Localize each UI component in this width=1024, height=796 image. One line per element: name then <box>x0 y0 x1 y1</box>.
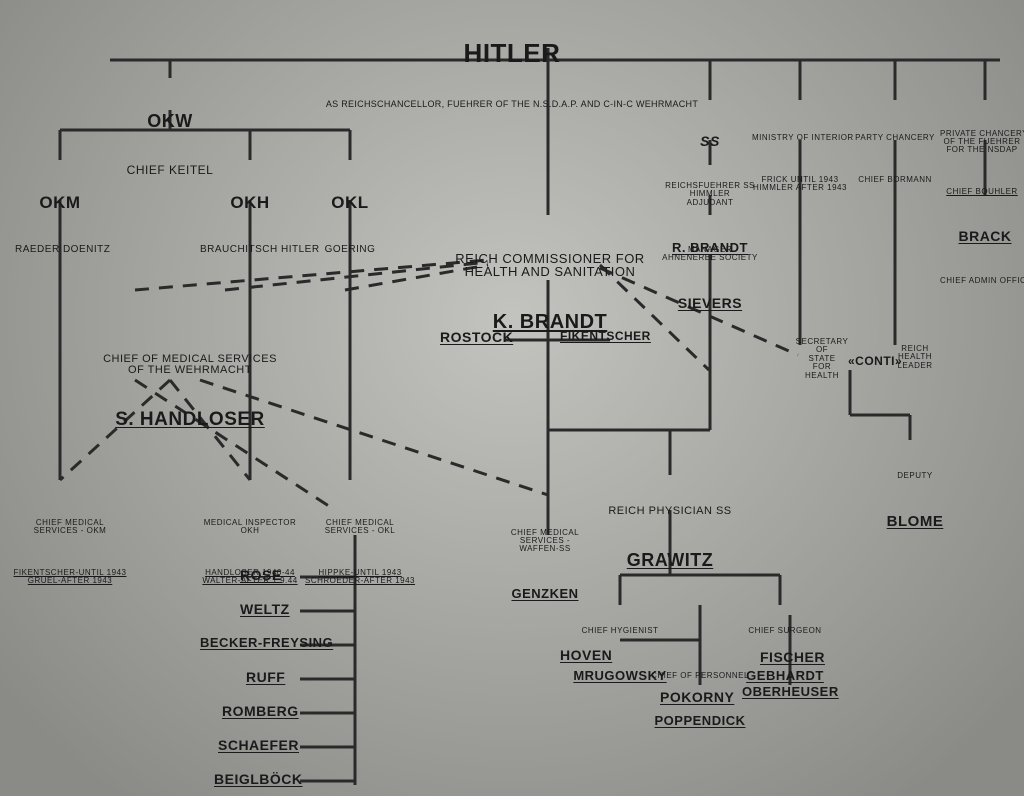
blome-name: BLOME <box>875 514 955 530</box>
okl-sub: GOERING <box>315 245 385 256</box>
brack-name: BRACK <box>940 229 1024 244</box>
cms-okl-sub: CHIEF MEDICAL SERVICES - OKL <box>300 519 420 536</box>
sievers-name: SIEVERS <box>660 296 760 311</box>
gebhardt-sub: CHIEF SURGEON <box>735 627 835 635</box>
okm-sub: RAEDER DOENITZ <box>15 245 105 256</box>
poppendick-name: POPPENDICK <box>645 714 755 728</box>
poppendick-sub: CHIEF OF PERSONNEL <box>645 672 755 680</box>
node-fikentscher: FIKENTSCHER <box>560 330 651 343</box>
node-ruff: RUFF <box>246 670 285 685</box>
ss-title: SS <box>660 134 760 149</box>
cms-okm-sub: CHIEF MEDICAL SERVICES - OKM <box>10 519 130 536</box>
okw-title: OKW <box>110 112 230 131</box>
node-okh: OKH BRAUCHITSCH HITLER <box>200 160 300 272</box>
node-okm: OKM RAEDER DOENITZ <box>15 160 105 272</box>
handloser-sub: CHIEF OF MEDICAL SERVICES OF THE WEHRMAC… <box>95 354 285 377</box>
okm-title: OKM <box>15 194 105 212</box>
rbrandt-sub: ADJUDANT <box>660 199 760 207</box>
conti-leader: REICH HEALTH LEADER <box>890 345 940 370</box>
interior-title: MINISTRY OF INTERIOR <box>752 134 848 142</box>
brack-sub: CHIEF ADMIN OFFICER <box>940 277 1024 285</box>
grawitz-name: GRAWITZ <box>600 551 740 570</box>
org-chart: HITLER AS REICHSCHANCELLOR, FUEHRER OF T… <box>0 0 1024 796</box>
node-blome: DEPUTY BLOME <box>875 438 955 546</box>
node-grawitz: REICH PHYSICIAN SS GRAWITZ <box>600 472 740 586</box>
node-interior: MINISTRY OF INTERIOR FRICK UNTIL 1943 HI… <box>752 100 848 209</box>
okh-sub: BRAUCHITSCH HITLER <box>200 245 300 256</box>
node-schaefer: SCHAEFER <box>218 738 299 753</box>
node-brack: BRACK CHIEF ADMIN OFFICER <box>940 195 1024 302</box>
node-beiglbock: BEIGLBÖCK <box>214 772 303 787</box>
node-cms-okm: CHIEF MEDICAL SERVICES - OKM FIKENTSCHER… <box>10 485 130 603</box>
node-rose: ROSE <box>240 568 282 583</box>
interior-sub: FRICK UNTIL 1943 HIMMLER AFTER 1943 <box>752 176 848 193</box>
party-sub: CHIEF BORMANN <box>850 176 940 184</box>
kbrandt-sub: REICH COMMISSIONER FOR HEALTH AND SANITA… <box>450 252 650 279</box>
node-mi-okh: MEDICAL INSPECTOR OKH HANDLOSER 1940-44 … <box>195 485 305 603</box>
grawitz-sub: REICH PHYSICIAN SS <box>600 506 740 518</box>
node-oberheuser: OBERHEUSER <box>742 685 839 699</box>
okh-title: OKH <box>200 194 300 212</box>
okl-title: OKL <box>315 194 385 212</box>
node-romberg: ROMBERG <box>222 704 299 719</box>
cms-okm-names: FIKENTSCHER-UNTIL 1943 GRUEL-AFTER 1943 <box>10 569 130 586</box>
mrugowsky-sub: CHIEF HYGIENIST <box>565 627 675 635</box>
node-handloser: CHIEF OF MEDICAL SERVICES OF THE WEHRMAC… <box>95 320 285 447</box>
node-okl: OKL GOERING <box>315 160 385 272</box>
node-rostock: ROSTOCK <box>440 330 513 345</box>
node-becker: BECKER-FREYSING <box>200 636 333 650</box>
node-cms-okl: CHIEF MEDICAL SERVICES - OKL HIPPKE-UNTI… <box>300 485 420 603</box>
node-pokorny: POKORNY <box>660 690 734 705</box>
node-sievers: MANAGER AHNENERBE SOCIETY SIEVERS <box>660 212 760 327</box>
node-party: PARTY CHANCERY CHIEF BORMANN <box>850 100 940 201</box>
conti-secretary: SECRETARY OF STATE FOR HEALTH <box>792 338 852 380</box>
cms-okl-names: HIPPKE-UNTIL 1943 SCHROEDER-AFTER 1943 <box>300 569 420 586</box>
sievers-sub: MANAGER AHNENERBE SOCIETY <box>660 246 760 263</box>
mi-okh-sub: MEDICAL INSPECTOR OKH <box>195 519 305 536</box>
node-fischer: FISCHER <box>760 650 825 665</box>
hitler-title: HITLER <box>0 40 1024 67</box>
handloser-name: S. HANDLOSER <box>95 410 285 430</box>
genzken-sub: CHIEF MEDICAL SERVICES - WAFFEN-SS <box>495 529 595 554</box>
node-hoven: HOVEN <box>560 648 612 663</box>
party-title: PARTY CHANCERY <box>850 134 940 142</box>
privchan-title: PRIVATE CHANCERY OF THE FUEHRER FOR THE … <box>940 130 1024 155</box>
blome-sub: DEPUTY <box>875 472 955 480</box>
node-weltz: WELTZ <box>240 602 290 617</box>
